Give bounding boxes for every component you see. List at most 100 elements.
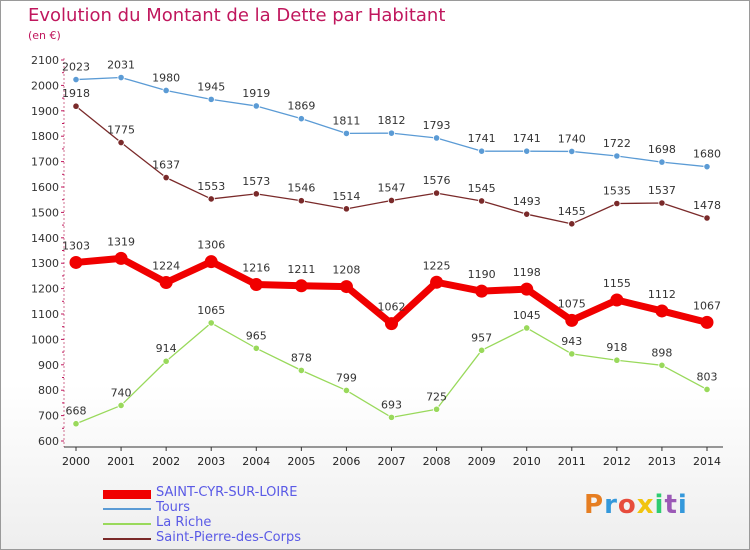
data-point-saint-cyr-sur-loire xyxy=(520,282,534,296)
data-point-tours xyxy=(658,158,666,166)
data-point-saint-cyr-sur-loire xyxy=(204,255,218,269)
data-point-saint-cyr-sur-loire xyxy=(430,275,444,289)
data-label-tours: 1741 xyxy=(468,132,496,145)
data-label-la-riche: 918 xyxy=(606,341,627,354)
data-point-saint-pierre-des-corps xyxy=(658,199,666,207)
logo-letter: o xyxy=(617,490,637,520)
data-label-la-riche: 878 xyxy=(291,351,312,364)
data-label-saint-pierre-des-corps: 1546 xyxy=(287,182,315,195)
data-label-la-riche: 957 xyxy=(471,331,492,344)
data-label-saint-cyr-sur-loire: 1062 xyxy=(378,301,406,314)
data-label-saint-cyr-sur-loire: 1155 xyxy=(603,277,631,290)
data-label-saint-cyr-sur-loire: 1067 xyxy=(693,299,721,312)
data-point-la-riche xyxy=(703,385,711,394)
data-point-saint-pierre-des-corps xyxy=(342,205,351,213)
data-label-la-riche: 1045 xyxy=(513,309,541,322)
data-point-la-riche xyxy=(342,386,351,395)
y-tick-label: 2000 xyxy=(31,79,59,92)
data-point-tours xyxy=(613,152,621,160)
data-label-saint-pierre-des-corps: 1918 xyxy=(62,87,90,100)
data-point-la-riche xyxy=(387,413,396,421)
data-point-tours xyxy=(432,134,441,142)
x-tick-label: 2000 xyxy=(62,455,90,468)
data-label-la-riche: 799 xyxy=(336,371,357,384)
data-label-saint-cyr-sur-loire: 1190 xyxy=(468,268,496,281)
data-point-tours xyxy=(72,75,80,84)
data-point-saint-cyr-sur-loire xyxy=(294,279,308,293)
y-tick-label: 2100 xyxy=(31,54,59,67)
y-tick-label: 1600 xyxy=(31,181,59,194)
data-point-saint-pierre-des-corps xyxy=(207,195,215,203)
data-label-saint-pierre-des-corps: 1775 xyxy=(107,124,135,137)
x-tick-label: 2012 xyxy=(603,455,631,468)
data-label-saint-pierre-des-corps: 1576 xyxy=(423,174,451,187)
y-tick-label: 1300 xyxy=(31,257,59,270)
y-tick-label: 700 xyxy=(38,410,59,423)
data-label-saint-cyr-sur-loire: 1319 xyxy=(107,235,135,248)
data-point-la-riche xyxy=(117,401,125,410)
data-label-saint-pierre-des-corps: 1573 xyxy=(242,175,270,188)
data-point-saint-pierre-des-corps xyxy=(72,102,80,110)
data-point-saint-cyr-sur-loire xyxy=(249,278,263,292)
x-tick-label: 2013 xyxy=(648,455,676,468)
data-label-saint-pierre-des-corps: 1637 xyxy=(152,159,180,172)
data-label-tours: 1811 xyxy=(332,114,360,127)
data-point-la-riche xyxy=(252,344,260,352)
legend-label: Saint-Pierre-des-Corps xyxy=(156,530,301,545)
data-label-la-riche: 740 xyxy=(111,386,132,399)
y-tick-label: 1200 xyxy=(31,283,59,296)
legend-swatch xyxy=(103,538,151,540)
data-point-tours xyxy=(117,73,125,82)
data-point-saint-cyr-sur-loire xyxy=(385,317,398,331)
data-label-la-riche: 965 xyxy=(246,329,267,342)
data-point-tours xyxy=(703,163,711,171)
data-point-tours xyxy=(387,129,396,137)
logo-letter: P xyxy=(584,490,605,520)
data-label-tours: 1812 xyxy=(378,114,406,127)
data-label-tours: 1722 xyxy=(603,137,631,150)
proxiti-logo: Proxiti xyxy=(584,490,688,520)
legend-label: La Riche xyxy=(156,515,212,530)
data-label-saint-cyr-sur-loire: 1198 xyxy=(513,266,541,279)
data-label-saint-cyr-sur-loire: 1075 xyxy=(558,297,586,310)
data-label-la-riche: 693 xyxy=(381,398,402,411)
data-point-saint-cyr-sur-loire xyxy=(339,280,353,294)
x-tick-label: 2007 xyxy=(378,455,406,468)
x-tick-label: 2001 xyxy=(107,455,135,468)
data-label-saint-pierre-des-corps: 1535 xyxy=(603,185,631,198)
data-point-saint-pierre-des-corps xyxy=(117,138,125,147)
data-point-saint-pierre-des-corps xyxy=(432,189,441,197)
data-label-tours: 1680 xyxy=(693,148,721,161)
x-tick-label: 2011 xyxy=(558,455,586,468)
data-label-tours: 1869 xyxy=(287,100,315,113)
data-point-tours xyxy=(297,115,305,123)
data-point-saint-cyr-sur-loire xyxy=(700,315,714,329)
data-point-la-riche xyxy=(162,357,170,365)
data-label-tours: 1741 xyxy=(513,132,541,145)
data-point-la-riche xyxy=(523,324,531,332)
data-label-tours: 1945 xyxy=(197,80,225,93)
data-label-tours: 2031 xyxy=(107,59,135,72)
data-point-saint-pierre-des-corps xyxy=(613,199,621,208)
data-point-saint-cyr-sur-loire xyxy=(475,284,489,298)
y-tick-label: 1400 xyxy=(31,232,59,245)
data-label-saint-cyr-sur-loire: 1112 xyxy=(648,288,676,301)
data-label-tours: 2023 xyxy=(62,61,90,74)
x-tick-label: 2004 xyxy=(242,455,270,468)
data-label-la-riche: 898 xyxy=(651,346,672,359)
data-label-saint-pierre-des-corps: 1455 xyxy=(558,205,586,218)
y-tick-label: 600 xyxy=(38,435,59,448)
data-point-tours xyxy=(342,129,351,138)
data-point-saint-pierre-des-corps xyxy=(703,214,711,222)
data-label-saint-cyr-sur-loire: 1224 xyxy=(152,260,180,273)
logo-letter: t xyxy=(664,490,678,520)
data-label-la-riche: 803 xyxy=(697,370,718,383)
x-tick-label: 2003 xyxy=(197,455,225,468)
data-point-la-riche xyxy=(72,420,80,428)
data-point-la-riche xyxy=(478,346,486,354)
data-label-saint-cyr-sur-loire: 1211 xyxy=(287,263,315,276)
data-label-saint-cyr-sur-loire: 1208 xyxy=(332,264,360,277)
data-point-la-riche xyxy=(568,350,576,358)
